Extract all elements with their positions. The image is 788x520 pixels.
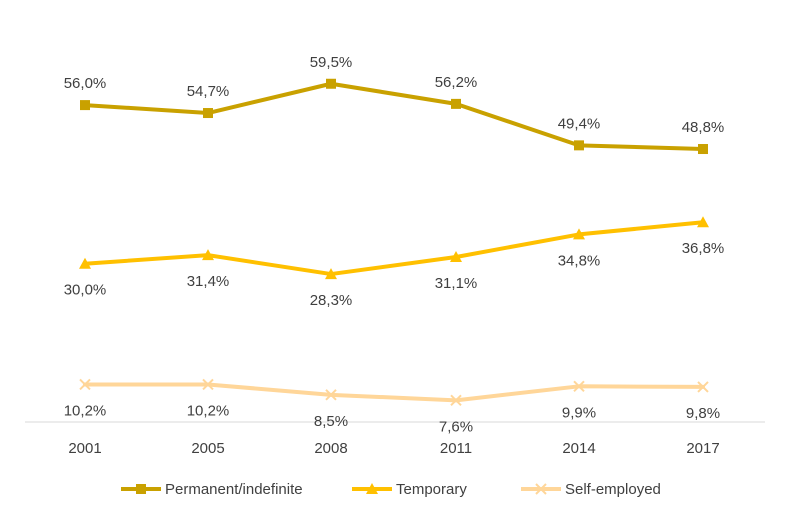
x-tick-label-2001: 2001 xyxy=(68,440,101,457)
data-label-temporary-2014: 34,8% xyxy=(558,252,601,269)
data-label-permanent-indefinite-2017: 48,8% xyxy=(682,119,725,136)
data-label-permanent-indefinite-2001: 56,0% xyxy=(64,75,107,92)
data-label-self-employed-2001: 10,2% xyxy=(64,402,107,419)
legend-label-permanent-indefinite: Permanent/indefinite xyxy=(165,481,303,498)
legend-label-temporary: Temporary xyxy=(396,481,467,498)
x-tick-label-2008: 2008 xyxy=(314,440,347,457)
data-point-temporary-2005 xyxy=(202,249,214,261)
data-label-self-employed-2005: 10,2% xyxy=(187,402,230,419)
data-label-temporary-2001: 30,0% xyxy=(64,282,107,299)
legend-marker-temporary xyxy=(366,483,378,494)
data-point-permanent-indefinite-2017 xyxy=(698,144,708,155)
data-label-self-employed-2008: 8,5% xyxy=(314,413,348,430)
data-label-temporary-2005: 31,4% xyxy=(187,273,230,290)
data-point-temporary-2014 xyxy=(573,228,585,240)
x-tick-label-2005: 2005 xyxy=(191,440,224,457)
data-label-permanent-indefinite-2005: 54,7% xyxy=(187,83,230,100)
series-group xyxy=(79,78,709,407)
data-point-self-employed-2005 xyxy=(202,378,214,391)
data-label-temporary-2011: 31,1% xyxy=(435,275,478,292)
data-point-permanent-indefinite-2001 xyxy=(80,100,90,111)
data-point-permanent-indefinite-2005 xyxy=(203,108,213,119)
data-label-permanent-indefinite-2008: 59,5% xyxy=(310,54,353,71)
legend-item-permanent-indefinite: Permanent/indefinite xyxy=(121,481,303,498)
data-point-temporary-2011 xyxy=(450,250,462,262)
series-line-permanent-indefinite xyxy=(83,81,705,152)
x-tick-label-2011: 2011 xyxy=(440,440,472,457)
data-point-permanent-indefinite-2011 xyxy=(451,98,461,109)
data-point-temporary-2017 xyxy=(697,216,709,228)
data-label-temporary-2008: 28,3% xyxy=(310,292,353,309)
series-line-temporary xyxy=(83,220,705,277)
data-point-permanent-indefinite-2014 xyxy=(574,140,584,151)
series-line-self-employed xyxy=(83,382,705,403)
data-label-self-employed-2017: 9,8% xyxy=(686,405,720,422)
legend-marker-permanent-indefinite xyxy=(136,484,146,494)
data-point-temporary-2001 xyxy=(79,257,91,269)
data-labels: 56,0% 54,7% 59,5% 56,2% 49,4% 48,8% 30,0% 31,4%… xyxy=(64,54,725,436)
data-label-self-employed-2014: 9,9% xyxy=(562,404,596,421)
data-point-self-employed-2014 xyxy=(573,380,585,393)
data-label-temporary-2017: 36,8% xyxy=(682,240,725,257)
legend-marker-self-employed xyxy=(535,483,547,495)
data-label-self-employed-2011: 7,6% xyxy=(439,418,473,435)
data-point-self-employed-2001 xyxy=(79,378,91,391)
data-point-self-employed-2008 xyxy=(325,389,337,401)
legend-item-temporary: Temporary xyxy=(352,481,467,498)
x-tick-label-2017: 2017 xyxy=(686,440,719,457)
legend-label-self-employed: Self-employed xyxy=(565,481,661,498)
data-label-permanent-indefinite-2014: 49,4% xyxy=(558,115,601,132)
x-tick-label-2014: 2014 xyxy=(562,440,595,457)
data-point-self-employed-2017 xyxy=(697,381,709,393)
data-point-self-employed-2011 xyxy=(450,394,462,407)
data-point-permanent-indefinite-2008 xyxy=(326,78,336,89)
legend: Permanent/indefinite Temporary Self-employ… xyxy=(121,481,661,498)
data-label-permanent-indefinite-2011: 56,2% xyxy=(435,74,478,91)
x-axis-ticks: 2001 2005 2008 2011 2014 2017 xyxy=(68,440,719,457)
legend-item-self-employed: Self-employed xyxy=(521,481,661,498)
data-point-temporary-2008 xyxy=(325,268,337,280)
